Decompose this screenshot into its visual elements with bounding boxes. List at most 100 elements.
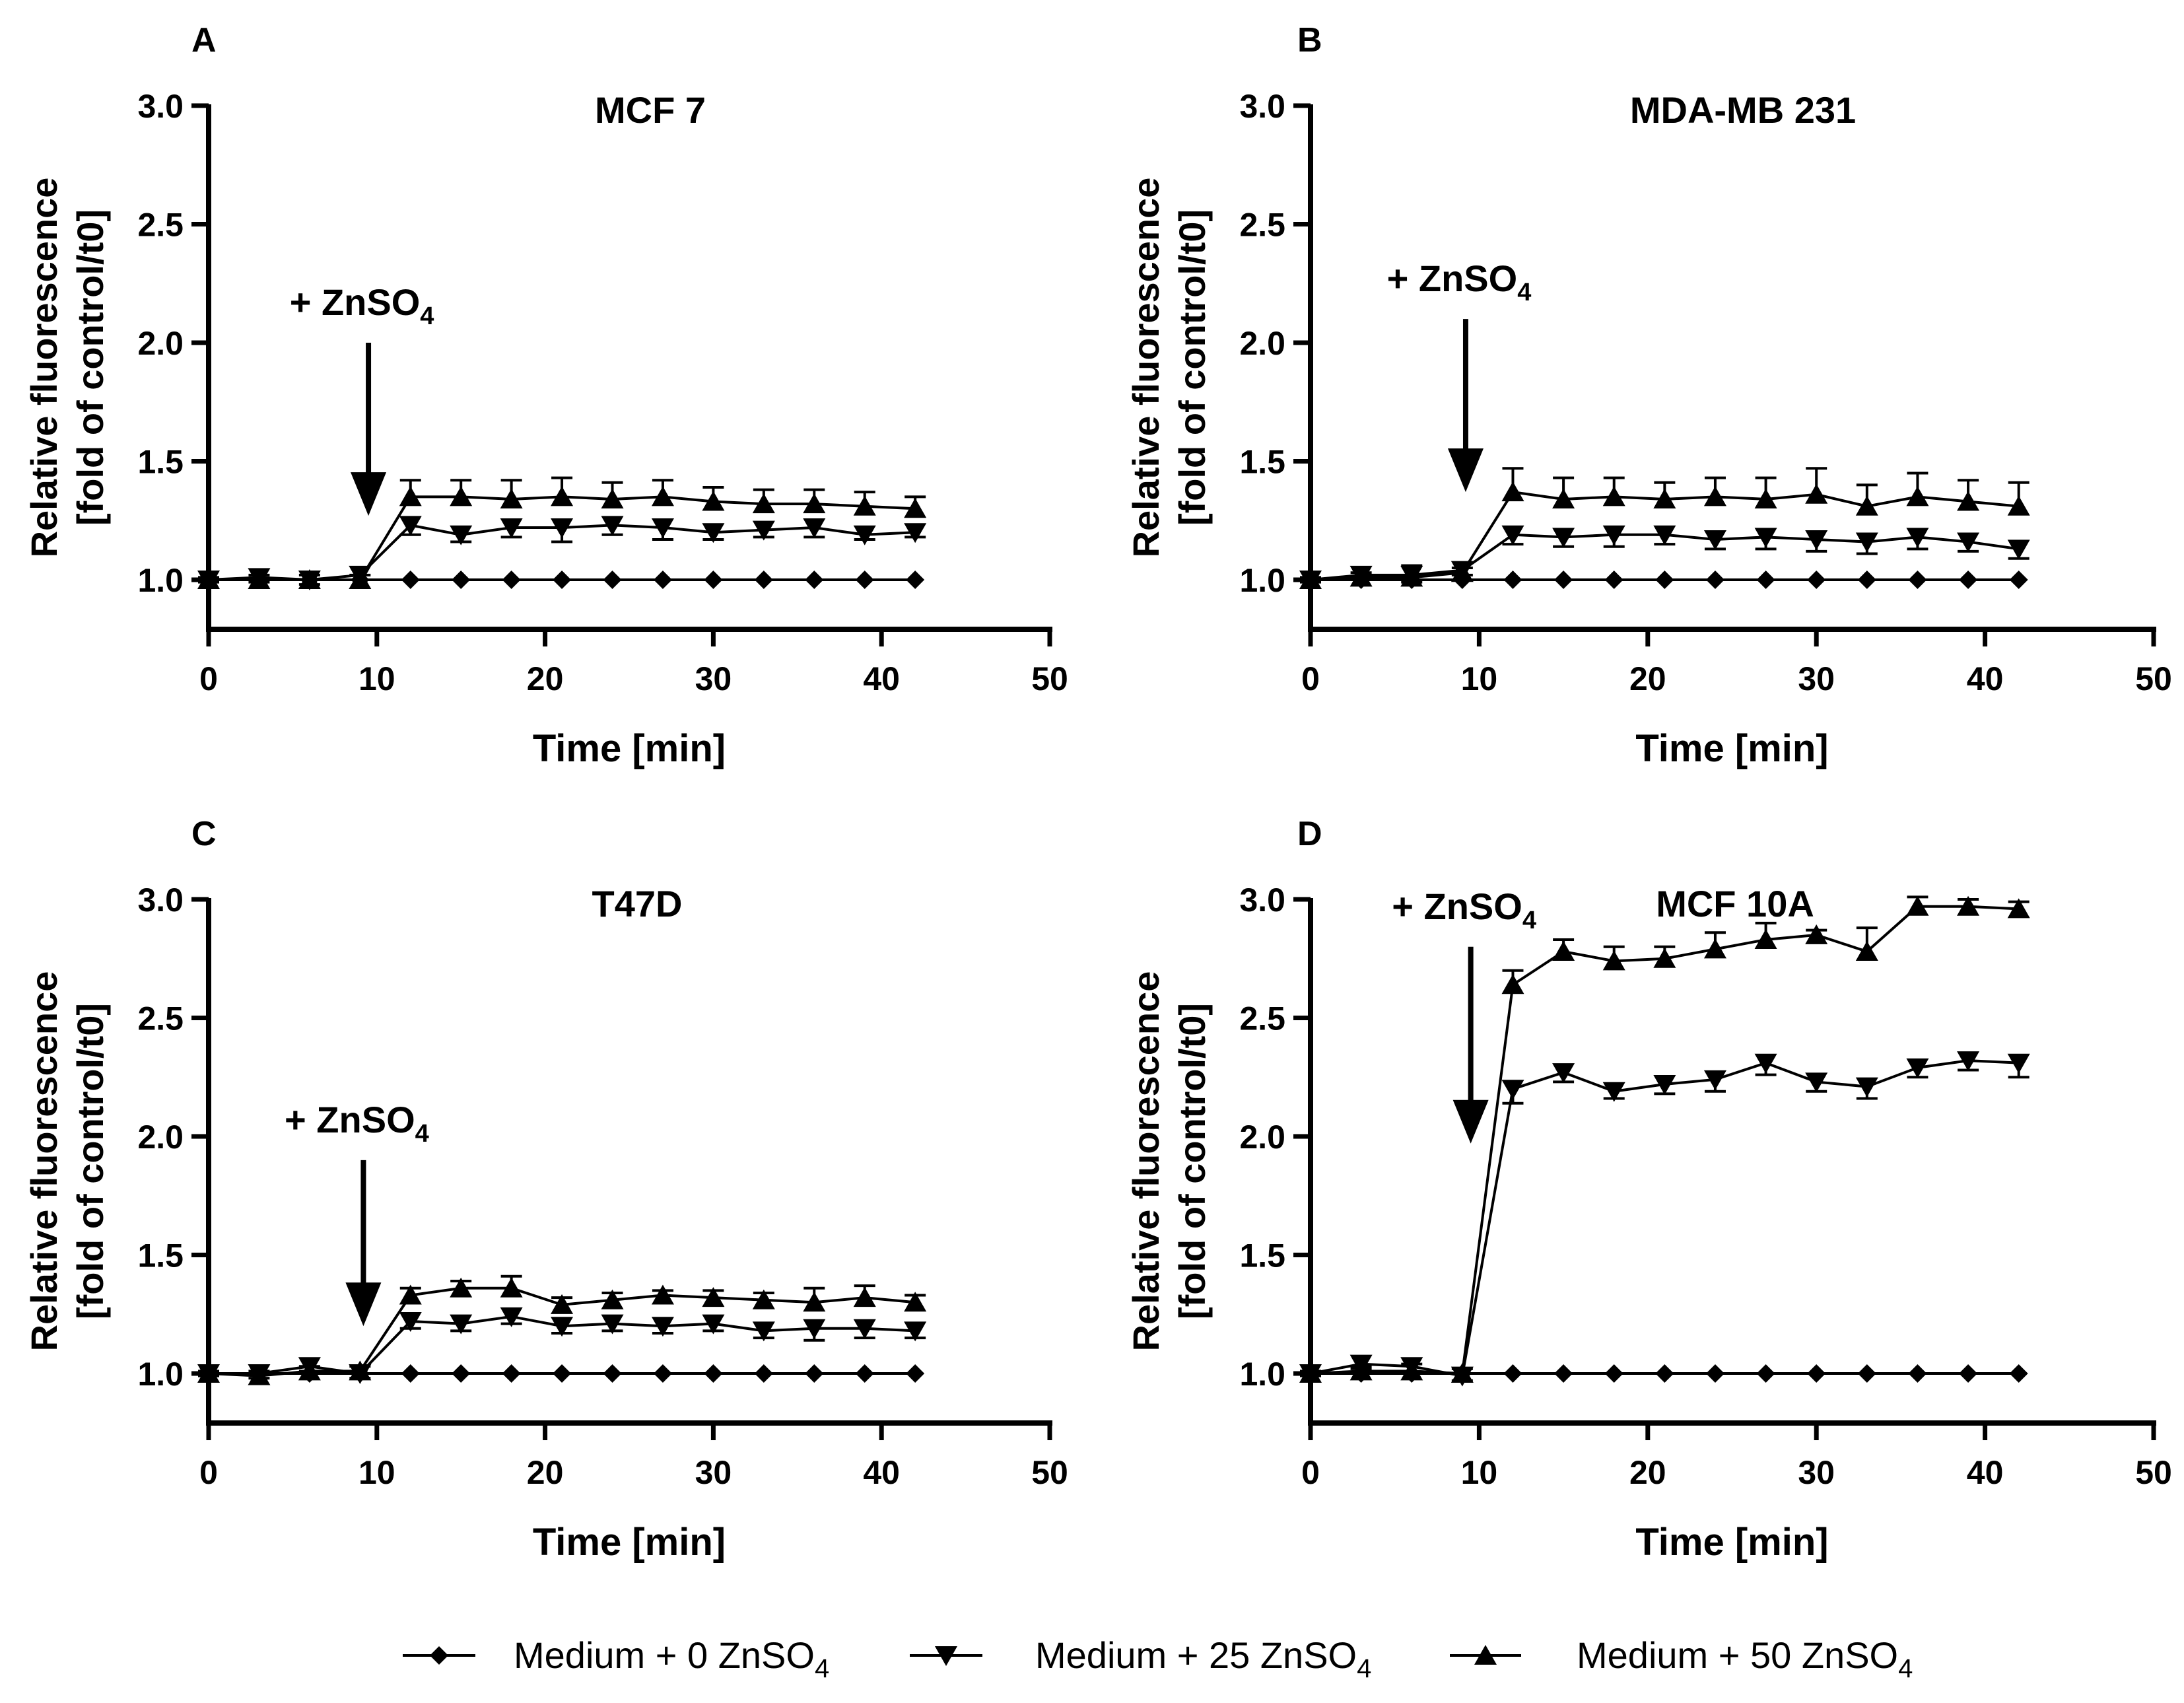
y-tick-label: 1.5 — [1239, 444, 1285, 481]
data-point — [853, 525, 876, 545]
x-tick-label: 10 — [358, 660, 395, 697]
data-point — [803, 518, 826, 539]
data-point — [1855, 532, 1878, 553]
data-point — [1554, 1364, 1573, 1383]
data-point — [651, 1284, 674, 1305]
data-point — [904, 1321, 927, 1342]
data-point — [603, 571, 622, 589]
data-point — [855, 571, 874, 589]
data-point — [1957, 491, 1980, 511]
data-point — [601, 1314, 624, 1335]
y-tick-label: 1.0 — [1239, 1356, 1285, 1393]
data-point — [805, 1364, 824, 1383]
x-tick-label: 0 — [199, 1454, 218, 1491]
annotation-arrow-head — [345, 1282, 382, 1327]
x-axis-label: Time [min] — [533, 727, 726, 770]
annotation-subscript: 4 — [420, 302, 434, 330]
x-tick-label: 40 — [1967, 660, 2004, 697]
y-tick-label: 1.0 — [1239, 562, 1285, 599]
x-tick-label: 30 — [1798, 1454, 1835, 1491]
data-point — [1602, 486, 1625, 506]
data-point — [1402, 571, 1421, 589]
data-point — [601, 488, 624, 508]
x-tick-label: 40 — [863, 660, 900, 697]
series-diamond — [1301, 1364, 2028, 1383]
data-point — [553, 1364, 572, 1383]
x-tick-label: 50 — [2135, 1454, 2172, 1491]
data-point — [1452, 1364, 1472, 1383]
data-point — [1452, 571, 1472, 589]
annotation-label: + ZnSO4 — [290, 281, 434, 330]
data-point — [904, 498, 927, 518]
data-point — [1655, 1364, 1674, 1383]
data-point — [803, 1292, 826, 1312]
data-point — [502, 571, 521, 589]
data-point — [1602, 1082, 1625, 1102]
x-tick-label: 30 — [695, 660, 732, 697]
data-point — [1906, 895, 1929, 916]
annotation-subscript: 4 — [1517, 279, 1531, 306]
data-point — [1807, 571, 1826, 589]
y-tick-label: 2.0 — [1239, 325, 1285, 362]
data-point — [1957, 895, 1980, 916]
panel-a: A MCF 7 1.0 1.5 2.0 2.5 3.0 0 10 20 30 40 50 Time [mi… — [23, 21, 1068, 770]
data-point — [603, 1364, 622, 1383]
data-point — [1908, 571, 1927, 589]
x-tick-label: 10 — [358, 1454, 395, 1491]
legend-marker-triangle-up — [1474, 1645, 1497, 1665]
data-point — [1653, 1075, 1676, 1095]
data-point — [1501, 1080, 1524, 1100]
panel-b: B MDA-MB 231 1.0 1.5 2.0 2.5 3.0 0 10 20 30 40 50 Tim… — [1125, 21, 2172, 770]
data-point — [399, 486, 422, 506]
data-point — [702, 1287, 725, 1307]
data-point — [250, 571, 269, 589]
data-point — [2009, 571, 2028, 589]
legend-marker-triangle-down — [935, 1646, 957, 1666]
series-diamond — [199, 1364, 925, 1383]
legend-label: Medium + 50 ZnSO4 — [1577, 1634, 1913, 1683]
data-point — [1653, 525, 1676, 545]
data-point — [702, 491, 725, 511]
legend-subscript: 4 — [815, 1654, 829, 1683]
data-point — [1705, 1364, 1724, 1383]
panel-d: D MCF 10A 1.0 1.5 2.0 2.5 3.0 0 10 20 30 40 50 Time [… — [1125, 815, 2172, 1564]
series-diamond — [1301, 571, 2028, 589]
data-point — [401, 571, 420, 589]
data-point — [351, 571, 370, 589]
data-point — [1805, 924, 1828, 944]
data-point — [1906, 528, 1929, 548]
data-point — [1301, 571, 1320, 589]
data-point — [1957, 1051, 1980, 1072]
annotation-arrow-head — [1452, 1099, 1489, 1144]
data-point — [754, 1364, 773, 1383]
data-point — [752, 493, 775, 514]
x-tick-label: 50 — [2135, 660, 2172, 697]
y-tick-label: 2.5 — [1239, 207, 1285, 244]
data-point — [1552, 528, 1575, 548]
data-point — [702, 523, 725, 543]
data-point — [500, 1307, 523, 1327]
data-point — [1855, 495, 1878, 516]
y-axis-label-line2: [fold of control/t0] — [69, 1003, 111, 1319]
data-point — [1857, 571, 1876, 589]
annotation-arrow-head — [1447, 448, 1484, 493]
data-point — [399, 516, 422, 536]
data-point — [500, 488, 523, 508]
y-tick-label: 2.5 — [1239, 1000, 1285, 1037]
y-tick-label: 2.5 — [137, 1000, 184, 1037]
data-point — [704, 1364, 723, 1383]
y-tick-label: 1.5 — [1239, 1237, 1285, 1274]
data-point — [1604, 1364, 1623, 1383]
annotation-label: + ZnSO4 — [1392, 886, 1536, 934]
data-point — [351, 1364, 370, 1383]
data-point — [551, 486, 574, 506]
x-tick-label: 20 — [1629, 1454, 1666, 1491]
data-point — [1906, 486, 1929, 506]
y-axis-label-line2: [fold of control/t0] — [1171, 209, 1213, 526]
chart-title: T47D — [592, 883, 683, 924]
data-point — [551, 518, 574, 539]
data-point — [704, 571, 723, 589]
data-point — [551, 1294, 574, 1314]
